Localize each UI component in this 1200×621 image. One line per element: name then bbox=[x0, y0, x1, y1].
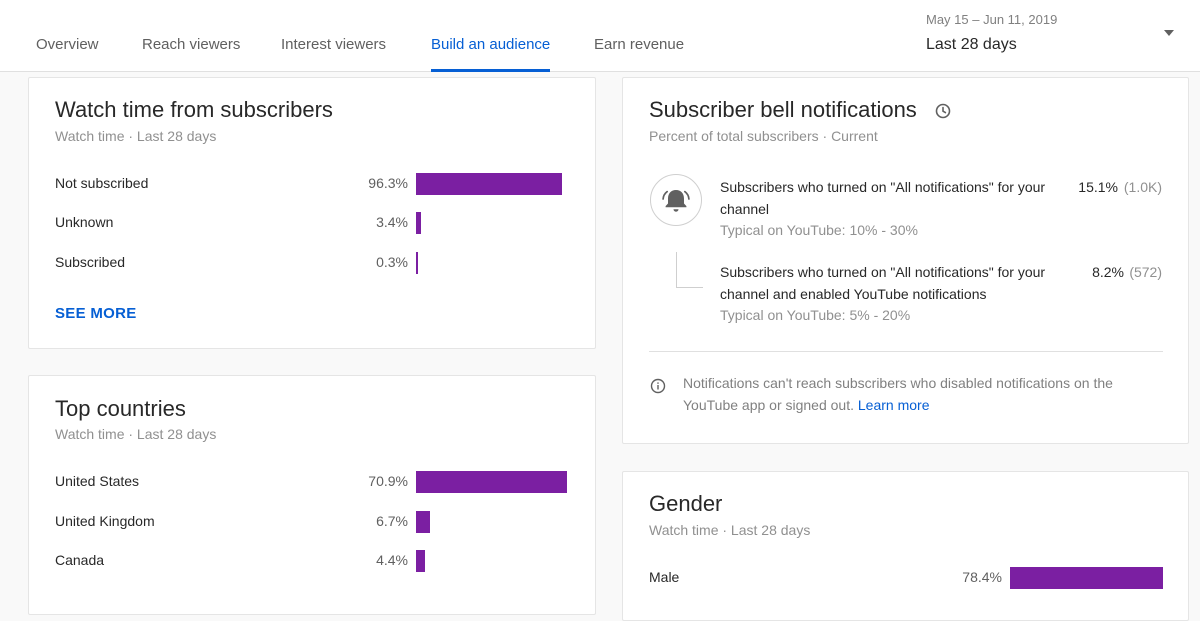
divider bbox=[649, 351, 1163, 352]
info-icon bbox=[650, 378, 666, 394]
tab-build-an-audience[interactable]: Build an audience bbox=[431, 36, 551, 72]
tab-interest-viewers[interactable]: Interest viewers bbox=[281, 36, 387, 53]
row-label: Unknown bbox=[55, 214, 114, 230]
bell-icon bbox=[650, 174, 702, 226]
row-label: Canada bbox=[55, 552, 105, 568]
notification-item-percent: 15.1% bbox=[1078, 179, 1118, 195]
date-range-text[interactable]: May 15 – Jun 11, 2019 bbox=[926, 12, 1058, 27]
row-label: United Kingdom bbox=[55, 513, 155, 529]
tab-earn-revenue[interactable]: Earn revenue bbox=[594, 36, 685, 53]
row-value: 96.3% bbox=[368, 175, 408, 191]
clock-icon[interactable] bbox=[934, 102, 952, 120]
bar-subscribed bbox=[416, 252, 418, 274]
tree-connector bbox=[676, 252, 703, 288]
bar-male bbox=[1010, 567, 1163, 589]
row-label: Not subscribed bbox=[55, 175, 149, 191]
row-value: 3.4% bbox=[376, 214, 408, 230]
tab-reach-viewers[interactable]: Reach viewers bbox=[142, 36, 241, 53]
learn-more-link[interactable]: Learn more bbox=[857, 396, 930, 413]
caret-down-icon[interactable] bbox=[1163, 26, 1177, 40]
tab-overview[interactable]: Overview bbox=[36, 36, 99, 53]
bar-united-states bbox=[416, 471, 567, 493]
watch-time-subscribers-card bbox=[28, 77, 596, 349]
bar-not-subscribed bbox=[416, 173, 562, 195]
see-more-link[interactable]: SEE MORE bbox=[55, 305, 137, 322]
row-label: United States bbox=[55, 473, 140, 489]
notification-item-typical: Typical on YouTube: 5% - 20% bbox=[720, 307, 911, 323]
notification-item-count: (1.0K) bbox=[1123, 179, 1162, 195]
info-message: Notifications can't reach subscribers wh… bbox=[683, 375, 1113, 413]
row-value: 6.7% bbox=[376, 513, 408, 529]
row-value: 78.4% bbox=[962, 569, 1002, 585]
bar-canada bbox=[416, 550, 425, 572]
top-countries-card bbox=[28, 375, 596, 615]
card-subtitle: Percent of total subscribers · Current bbox=[649, 128, 878, 144]
notification-item-text: Subscribers who turned on "All notificat… bbox=[720, 264, 1046, 302]
notification-info-text: Notifications can't reach subscribers wh… bbox=[683, 373, 1153, 416]
analytics-header: Overview Reach viewers Interest viewers … bbox=[0, 0, 1200, 72]
subscriber-bell-card bbox=[622, 77, 1189, 444]
card-title: Subscriber bell notifications bbox=[649, 97, 917, 122]
row-value: 4.4% bbox=[376, 552, 408, 568]
period-selector[interactable]: Last 28 days bbox=[926, 36, 1017, 53]
card-subtitle: Watch time · Last 28 days bbox=[649, 522, 811, 538]
notification-item-text: Subscribers who turned on "All notificat… bbox=[720, 179, 1046, 217]
notification-item-count: (572) bbox=[1129, 264, 1162, 280]
notification-item-typical: Typical on YouTube: 10% - 30% bbox=[720, 222, 918, 238]
bar-unknown bbox=[416, 212, 421, 234]
card-subtitle: Watch time · Last 28 days bbox=[55, 426, 217, 442]
card-subtitle: Watch time · Last 28 days bbox=[55, 128, 217, 144]
row-value: 70.9% bbox=[368, 473, 408, 489]
card-title: Gender bbox=[649, 491, 723, 516]
row-value: 0.3% bbox=[376, 254, 408, 270]
card-title: Top countries bbox=[55, 396, 186, 421]
row-label: Subscribed bbox=[55, 254, 126, 270]
card-title: Watch time from subscribers bbox=[55, 97, 333, 122]
row-label: Male bbox=[649, 569, 680, 585]
notification-item-percent: 8.2% bbox=[1092, 264, 1124, 280]
bar-united-kingdom bbox=[416, 511, 430, 533]
